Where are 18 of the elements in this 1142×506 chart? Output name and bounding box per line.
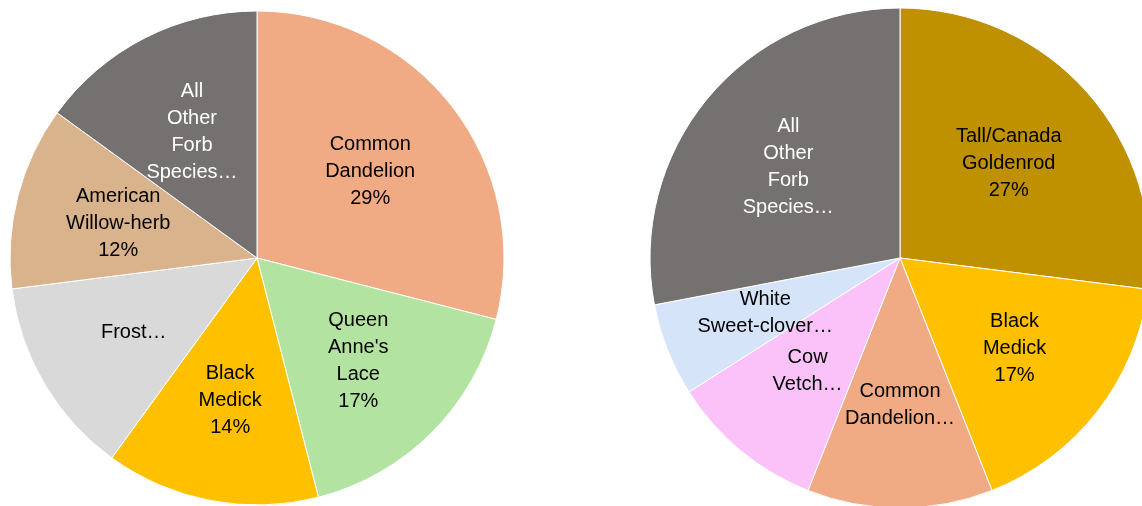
slice-label: Black Medick	[198, 360, 263, 410]
data-label: 29%	[350, 186, 391, 209]
slice-label: Common Dandelion	[325, 132, 416, 182]
slice-label: White Sweet-clover…	[697, 286, 833, 336]
data-label: 17%	[338, 388, 379, 411]
slice-label: Queen Anne's Lace	[328, 307, 389, 384]
slice-label: Black Medick	[982, 308, 1048, 358]
slice-label: Tall/Canada Goldenrod	[955, 124, 1063, 174]
slice-label: American Willow-herb	[66, 184, 171, 234]
slice-label: Cow Vetch…	[772, 345, 843, 395]
slice-label: Common Dandelion…	[844, 378, 956, 428]
data-label: 17%	[994, 362, 1035, 385]
slice-label: Frost…	[100, 319, 167, 342]
data-label: 14%	[210, 414, 251, 437]
slice-label: All Other Forb Species…	[146, 78, 238, 182]
slice-label: All Other Forb Species…	[742, 114, 834, 218]
data-label: 12%	[98, 238, 139, 261]
data-label: 27%	[988, 178, 1029, 201]
